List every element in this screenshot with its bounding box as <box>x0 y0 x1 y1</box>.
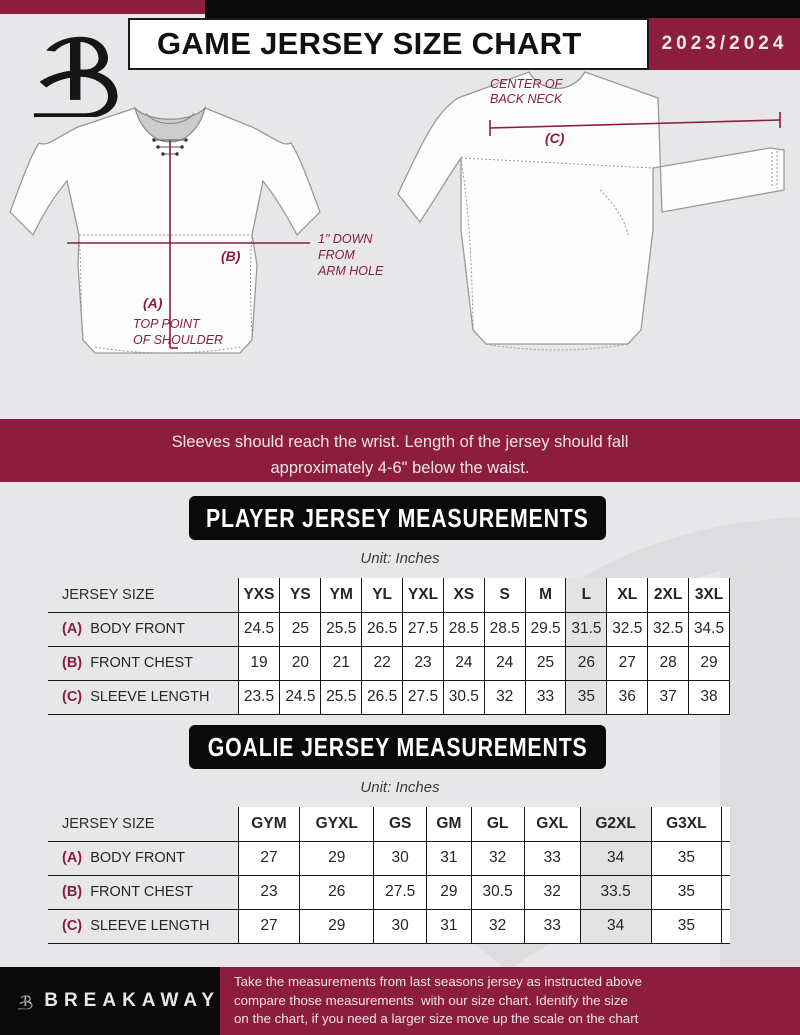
svg-text:ARM HOLE: ARM HOLE <box>317 264 384 278</box>
svg-text:OF SHOULDER: OF SHOULDER <box>133 333 223 347</box>
svg-text:BACK NECK: BACK NECK <box>490 92 563 106</box>
svg-text:CENTER OF: CENTER OF <box>490 77 564 91</box>
svg-text:(C): (C) <box>545 130 565 146</box>
svg-text:(A): (A) <box>143 295 163 311</box>
svg-text:1" DOWN: 1" DOWN <box>318 232 373 246</box>
svg-text:(B): (B) <box>221 248 241 264</box>
svg-text:TOP POINT: TOP POINT <box>133 317 201 331</box>
svg-text:FROM: FROM <box>318 248 355 262</box>
